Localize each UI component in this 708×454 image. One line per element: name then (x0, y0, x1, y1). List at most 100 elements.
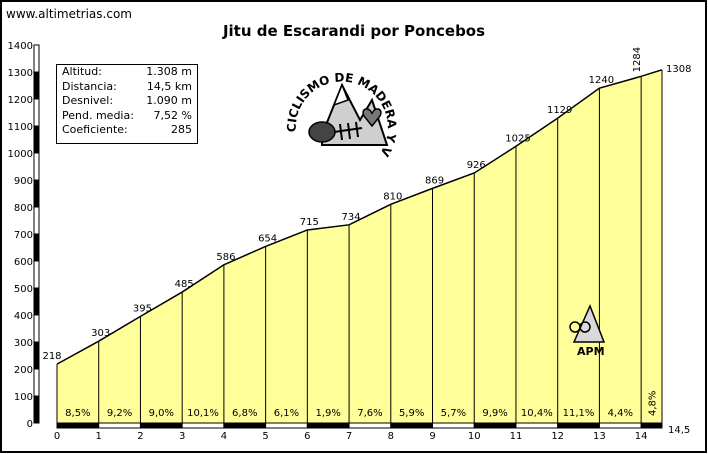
gradient-label: 4,4% (608, 408, 633, 419)
y-tick-label: 1000 (8, 149, 33, 160)
info-row: Pend. media: 7,52 % (57, 109, 197, 124)
x-tick-label: 3 (179, 431, 185, 442)
gradient-label: 4,8% (648, 391, 659, 416)
y-scale-segment (33, 233, 40, 262)
y-tick-label: 1400 (8, 41, 33, 52)
y-scale-segment (33, 44, 40, 73)
y-tick-label: 500 (14, 284, 33, 295)
profile-area (57, 69, 662, 423)
x-tick-label: 7 (346, 431, 352, 442)
y-tick-label: 600 (14, 257, 33, 268)
elevation-label: 303 (91, 328, 110, 339)
elevation-label: 1284 (632, 47, 643, 72)
gradient-label: 9,2% (107, 408, 132, 419)
info-label: Coeficiente: (62, 123, 128, 136)
y-tick-label: 300 (14, 338, 33, 349)
y-scale-segment (33, 98, 40, 127)
y-scale-segment (33, 341, 40, 370)
gradient-label: 6,1% (274, 408, 299, 419)
gradient-label: 5,7% (441, 408, 466, 419)
fish-icon (308, 121, 336, 143)
x-tick-label: 14,5 (668, 425, 690, 436)
y-scale-segment (33, 314, 40, 343)
elevation-label: 869 (425, 175, 444, 186)
info-value: 14,5 km (146, 79, 192, 93)
info-value: 7,52 % (153, 108, 192, 122)
elevation-label: 810 (383, 191, 402, 202)
snow-peak-icon (332, 82, 349, 107)
heart-icon (362, 108, 382, 128)
y-scale-segment (33, 395, 40, 424)
gradient-label: 10,1% (187, 408, 219, 419)
x-tick-label: 12 (551, 431, 564, 442)
club-logo: CICLISMO DE MADERA Y VIENTO (282, 60, 399, 159)
info-box: Altitud: 1.308 m Distancia: 14,5 km Desn… (56, 64, 198, 144)
y-tick-label: 900 (14, 176, 33, 187)
x-scale-segment (139, 422, 183, 429)
y-scale-segment (33, 152, 40, 181)
y-tick-label: 400 (14, 311, 33, 322)
fish-bones-icon (333, 121, 363, 141)
y-scale-segment (33, 71, 40, 100)
x-scale-segment (557, 422, 600, 429)
info-label: Distancia: (62, 79, 117, 93)
info-label: Altitud: (62, 65, 102, 78)
gradient-label: 11,1% (563, 408, 595, 419)
y-tick-label: 700 (14, 230, 33, 241)
x-tick-label: 8 (388, 431, 394, 442)
x-scale-segment (473, 422, 517, 429)
info-value: 1.090 m (146, 94, 192, 107)
apm-label: APM (577, 345, 605, 358)
x-tick-label: 11 (510, 431, 523, 442)
x-tick-label: 0 (54, 431, 60, 442)
x-scale-segment (56, 422, 100, 429)
gradient-label: 6,8% (232, 408, 257, 419)
elevation-label: 586 (216, 252, 235, 263)
elevation-label: 654 (258, 233, 277, 244)
apm-logo: APM (569, 304, 606, 358)
gradient-label: 5,9% (399, 408, 424, 419)
elevation-label: 1025 (505, 133, 530, 144)
y-scale-segment (33, 260, 40, 289)
info-row: Altitud: 1.308 m (57, 65, 197, 80)
info-value: 285 (171, 123, 192, 136)
x-scale-segment (223, 422, 267, 429)
y-tick-label: 800 (14, 203, 33, 214)
elevation-label: 734 (342, 212, 361, 223)
x-scale-segment (348, 422, 392, 429)
elevation-label: 485 (175, 279, 194, 290)
x-scale-segment (640, 422, 663, 429)
info-row: Coeficiente: 285 (57, 123, 197, 138)
info-row: Distancia: 14,5 km (57, 80, 197, 95)
elevation-label: 395 (133, 303, 152, 314)
y-tick-label: 1200 (8, 95, 33, 106)
y-tick-label: 200 (14, 365, 33, 376)
info-label: Pend. media: (62, 108, 134, 122)
x-tick-label: 5 (262, 431, 268, 442)
info-row: Desnivel: 1.090 m (57, 94, 197, 109)
y-scale-segment (33, 206, 40, 235)
y-scale-segment (33, 368, 40, 397)
x-scale-segment (98, 422, 141, 429)
y-scale-segment (33, 287, 40, 316)
y-tick-label: 1100 (8, 122, 33, 133)
site-url: www.altimetrias.com (6, 7, 132, 21)
gradient-label: 7,6% (357, 408, 382, 419)
elevation-label: 1308 (666, 64, 691, 75)
elevation-label: 1129 (547, 105, 572, 116)
gradient-label: 9,0% (149, 408, 174, 419)
apm-wheel-icon (569, 321, 581, 333)
y-tick-label: 100 (14, 392, 33, 403)
x-tick-label: 9 (429, 431, 435, 442)
x-tick-label: 14 (635, 431, 648, 442)
y-tick-label: 1300 (8, 68, 33, 79)
x-tick-label: 13 (593, 431, 606, 442)
elevation-label: 1240 (589, 75, 614, 86)
x-scale-segment (181, 422, 225, 429)
elevation-label: 218 (42, 351, 61, 362)
x-tick-label: 4 (221, 431, 227, 442)
x-tick-label: 2 (137, 431, 143, 442)
